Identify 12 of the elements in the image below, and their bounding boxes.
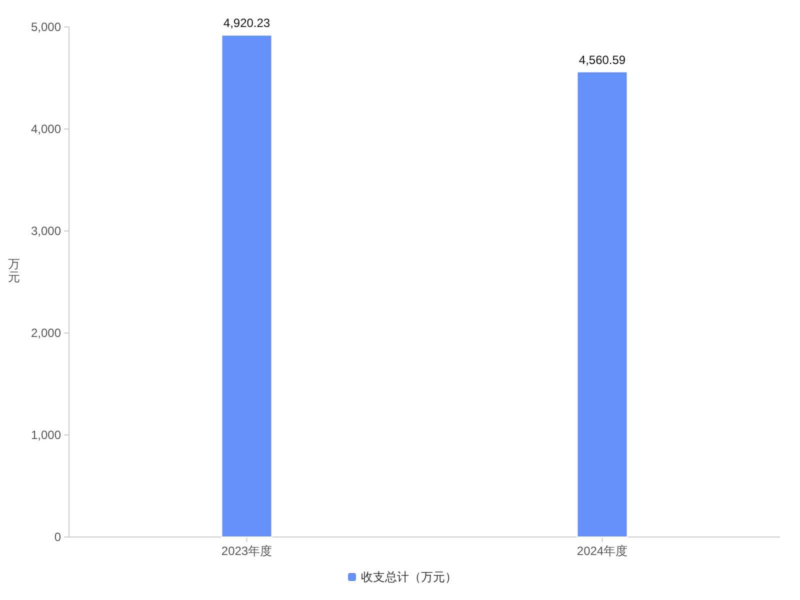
x-tick-label: 2024年度	[576, 544, 628, 558]
data-label: 4,920.23	[223, 16, 270, 30]
y-axis-title: 万元	[8, 257, 20, 284]
x-tick-label: 2023年度	[221, 544, 272, 558]
y-tick-label: 0	[54, 530, 62, 544]
y-tick-label: 1,000	[30, 428, 62, 442]
legend-label: 收支总计（万元）	[361, 570, 457, 584]
y-tick-label: 3,000	[30, 224, 62, 238]
data-label: 4,560.59	[578, 52, 626, 67]
y-tick-label: 5,000	[30, 20, 62, 34]
y-tick-label: 2,000	[30, 326, 62, 340]
y-tick-label: 4,000	[30, 122, 62, 136]
